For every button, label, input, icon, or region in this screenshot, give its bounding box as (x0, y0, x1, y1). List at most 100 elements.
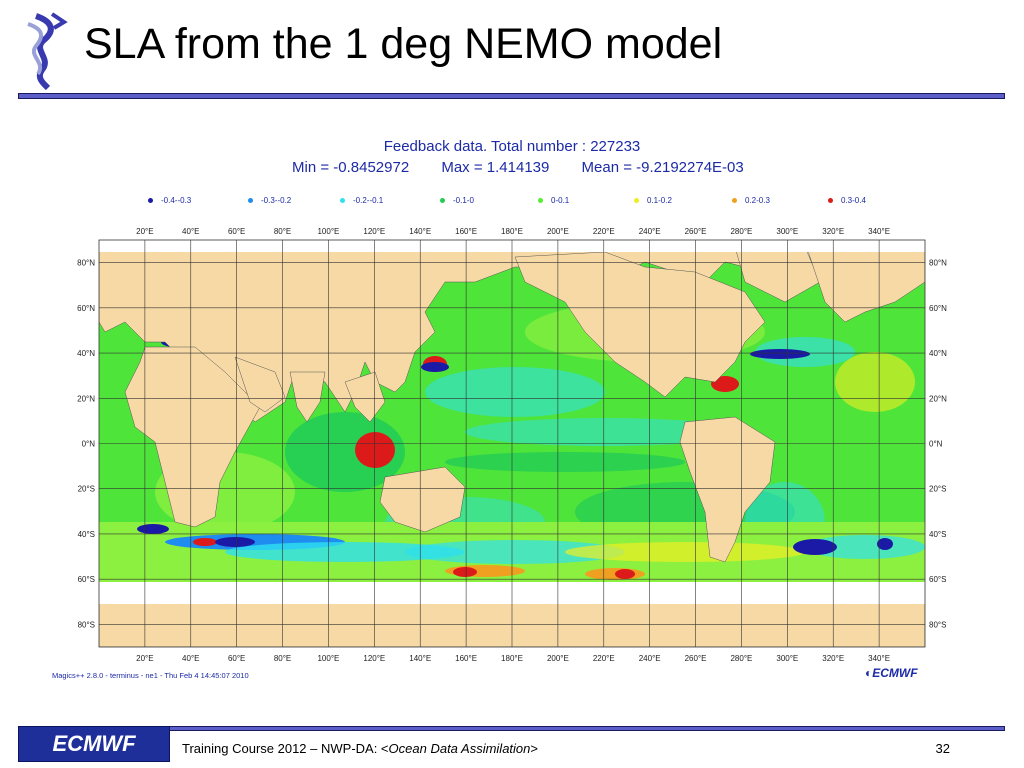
footer-topic: Ocean Data Assimilation (388, 741, 531, 756)
legend-item: -0.1-0 (440, 196, 474, 205)
legend-swatch (634, 198, 639, 204)
longitude-label: 100°E (317, 227, 339, 236)
legend-label: -0.1-0 (453, 196, 474, 205)
longitude-label: 300°E (776, 227, 798, 236)
legend-item: 0.3-0.4 (828, 196, 866, 205)
longitude-label: 240°E (639, 654, 661, 663)
longitude-label: 60°E (228, 227, 245, 236)
legend-label: 0-0.1 (551, 196, 570, 205)
longitude-label: 220°E (593, 227, 615, 236)
color-legend: -0.4--0.3 -0.3--0.2 -0.2--0.1 -0.1-0 0-0… (140, 196, 900, 208)
latitude-labels-right: 80°N 60°N 40°N 20°N 0°N 20°S 40°S 60°S 80°S (929, 259, 947, 630)
longitude-label: 160°E (455, 654, 477, 663)
legend-item: 0.1-0.2 (634, 196, 672, 205)
legend-swatch (828, 198, 833, 204)
longitude-label: 200°E (547, 654, 569, 663)
longitude-label: 20°E (136, 227, 153, 236)
title-divider (18, 93, 1005, 99)
longitude-label: 140°E (409, 654, 431, 663)
latitude-label: 80°N (929, 259, 947, 268)
latitude-label: 60°N (929, 304, 947, 313)
legend-item: 0.2-0.3 (732, 196, 770, 205)
latitude-label: 40°N (929, 349, 947, 358)
legend-item: -0.3--0.2 (248, 196, 291, 205)
map-canvas: 20°E 40°E 60°E 80°E 100°E 120°E 140°E 160°E 180°… (77, 227, 947, 663)
latitude-label: 0°N (929, 440, 943, 449)
legend-swatch (440, 198, 445, 204)
latitude-label: 40°S (929, 530, 946, 539)
map-frame (98, 239, 926, 648)
legend-label: 0.2-0.3 (745, 196, 770, 205)
page-number: 32 (935, 741, 950, 756)
india-land (289, 371, 326, 423)
longitude-label: 120°E (363, 227, 385, 236)
longitude-label: 260°E (685, 227, 707, 236)
longitude-label: 320°E (822, 654, 844, 663)
footer-ecmwf-logo: ECMWF (18, 726, 170, 762)
longitude-label: 200°E (547, 227, 569, 236)
legend-swatch (538, 198, 543, 204)
australia-land (379, 466, 466, 533)
map-logo-text: ECMWF (872, 666, 918, 680)
longitude-label: 220°E (593, 654, 615, 663)
indochina-land (344, 371, 386, 423)
longitude-label: 160°E (455, 227, 477, 236)
longitude-label: 80°E (274, 227, 291, 236)
longitude-label: 260°E (685, 654, 707, 663)
legend-item: -0.2--0.1 (340, 196, 383, 205)
longitude-label: 20°E (136, 654, 153, 663)
sla-world-map: 20°E 40°E 60°E 80°E 100°E 120°E 140°E 160°E 180°… (45, 222, 975, 667)
longitude-label: 60°E (228, 654, 245, 663)
feedback-mean: Mean = -9.2192274E-03 (581, 159, 744, 176)
south-america-land (679, 416, 776, 563)
longitude-labels-bottom: 20°E 40°E 60°E 80°E 100°E 120°E 140°E 160°E 180°… (136, 654, 890, 663)
longitude-label: 240°E (639, 227, 661, 236)
latitude-label: 40°S (78, 530, 95, 539)
latitude-label: 20°S (929, 485, 946, 494)
map-ecmwf-logo: ◐ECMWF (865, 666, 918, 680)
latitude-label: 40°N (77, 349, 95, 358)
longitude-label: 300°E (776, 654, 798, 663)
legend-label: 0.1-0.2 (647, 196, 672, 205)
ecmwf-swirl-logo-icon (27, 12, 68, 90)
legend-item: 0-0.1 (538, 196, 569, 205)
latitude-label: 0°N (82, 440, 96, 449)
longitude-label: 180°E (501, 227, 523, 236)
latitude-label: 60°S (929, 575, 946, 584)
latitude-label: 60°N (77, 304, 95, 313)
longitude-label: 280°E (730, 654, 752, 663)
longitude-label: 140°E (409, 227, 431, 236)
longitude-label: 120°E (363, 654, 385, 663)
graticule (99, 240, 925, 647)
africa-land (124, 346, 261, 528)
legend-label: -0.4--0.3 (161, 196, 192, 205)
longitude-label: 180°E (501, 654, 523, 663)
legend-swatch (732, 198, 737, 204)
latitude-label: 80°S (78, 620, 95, 629)
longitude-label: 100°E (317, 654, 339, 663)
longitude-label: 280°E (730, 227, 752, 236)
footer-course-text: Training Course 2012 – NWP-DA: <Ocean Da… (182, 741, 538, 756)
longitude-label: 40°E (182, 654, 199, 663)
latitude-label: 80°S (929, 620, 946, 629)
latitude-label: 80°N (77, 259, 95, 268)
magics-credit: Magics++ 2.8.0 - terminus - ne1 - Thu Fe… (52, 671, 249, 680)
longitude-label: 340°E (868, 654, 890, 663)
feedback-total-line: Feedback data. Total number : 227233 (383, 138, 641, 155)
legend-label: 0.3-0.4 (841, 196, 866, 205)
longitude-label: 320°E (822, 227, 844, 236)
feedback-min: Min = -0.8452972 (292, 159, 410, 176)
footer-course: Training Course 2012 – NWP-DA: < (182, 741, 389, 756)
legend-swatch (148, 198, 153, 204)
longitude-label: 40°E (182, 227, 199, 236)
feedback-stats-line: Min = -0.8452972 Max = 1.414139 Mean = -… (292, 159, 772, 176)
latitude-label: 20°S (78, 485, 95, 494)
latitude-label: 20°N (77, 394, 95, 403)
latitude-labels-left: 80°N 60°N 40°N 20°N 0°N 20°S 40°S 60°S 80°S (77, 259, 95, 630)
slide-title: SLA from the 1 deg NEMO model (84, 20, 723, 68)
latitude-label: 60°S (78, 575, 95, 584)
longitude-label: 80°E (274, 654, 291, 663)
legend-swatch (248, 198, 253, 204)
legend-swatch (340, 198, 345, 204)
footer-logo-text: ECMWF (52, 731, 136, 756)
